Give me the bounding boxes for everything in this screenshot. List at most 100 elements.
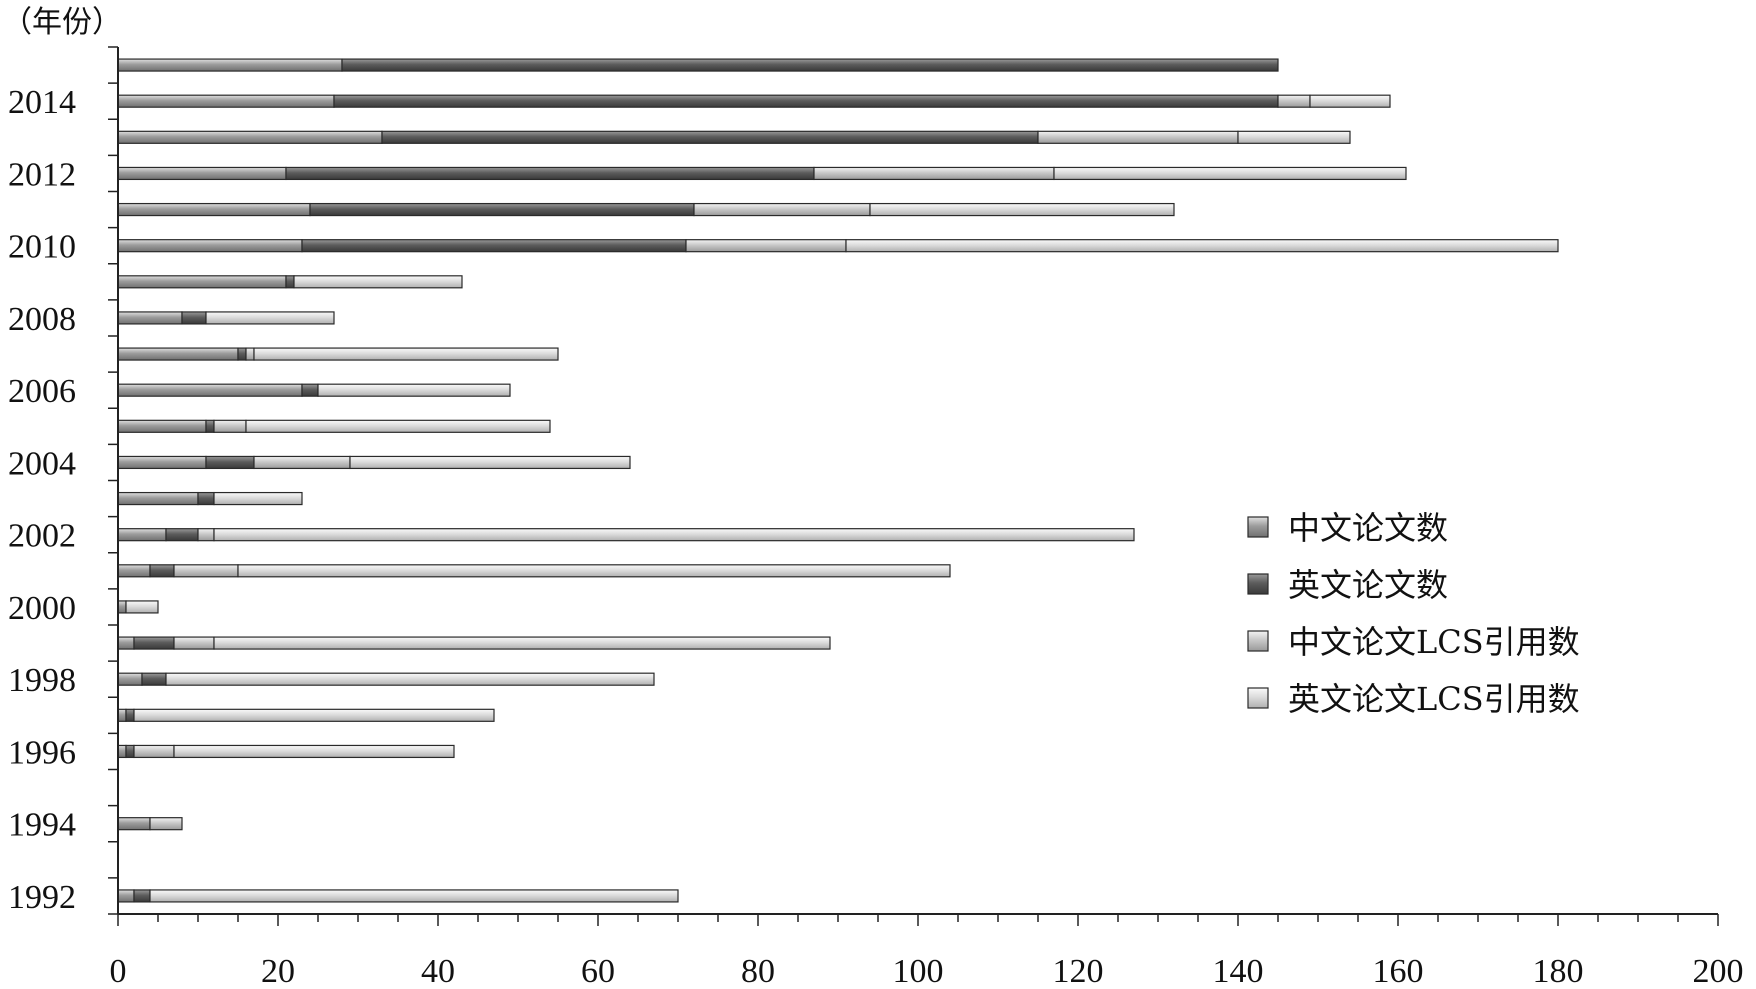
bar-segment-2014-s2 (1277, 94, 1311, 108)
bar-segment-2015-s0 (117, 58, 343, 72)
bar-segment-2006-s1 (301, 383, 319, 397)
bar-segment-2008-s3 (205, 311, 335, 325)
bar-segment-2004-s1 (205, 455, 255, 470)
bar-segment-2010-s3 (845, 239, 1559, 253)
x-tick-label: 0 (110, 953, 127, 989)
x-tick-label: 60 (581, 953, 615, 989)
x-tick-label: 200 (1693, 953, 1744, 989)
bar-segment-1996-s0 (117, 744, 127, 759)
bar-segment-1999-s1 (133, 636, 175, 650)
bar-segment-2010-s1 (301, 239, 687, 253)
bar-segment-2013-s2 (1037, 130, 1239, 144)
bar-segment-2013-s0 (117, 130, 383, 144)
bar-segment-1994-s0 (117, 817, 151, 831)
x-tick-label: 140 (1213, 953, 1264, 989)
bars-group (117, 58, 1559, 903)
bar-segment-2007-s0 (117, 347, 239, 361)
bar-segment-2015-s1 (341, 58, 1279, 72)
bar-segment-2009-s0 (117, 275, 287, 289)
bar-segment-2001-s2 (173, 564, 239, 578)
bar-segment-2014-s3 (1309, 94, 1391, 108)
bar-segment-2001-s1 (149, 564, 175, 578)
bar-segment-1999-s0 (117, 636, 135, 650)
bar-segment-2000-s3 (125, 600, 159, 614)
x-tick-label: 180 (1533, 953, 1584, 989)
bar-segment-2012-s1 (285, 166, 815, 181)
bar-segment-1998-s1 (141, 672, 167, 686)
bar-segment-2003-s0 (117, 491, 199, 506)
y-tick-label: 2012 (8, 156, 76, 193)
bar-segment-2011-s1 (309, 202, 695, 217)
bar-segment-2007-s3 (253, 347, 559, 361)
bar-segment-1997-s0 (117, 708, 127, 722)
bar-segment-1997-s3 (133, 708, 495, 722)
bar-segment-2014-s1 (333, 94, 1279, 108)
legend-label-0: 中文论文数 (1288, 509, 1448, 547)
bar-segment-1996-s1 (125, 744, 135, 759)
bar-segment-2012-s2 (813, 166, 1055, 181)
y-tick-label: 2010 (8, 229, 76, 266)
x-tick-label: 120 (1053, 953, 1104, 989)
axes-group: 0 20 40 60 80 100 120 140 160 180 200 1992 1994 1996 1… (8, 46, 1744, 989)
bar-segment-2014-s0 (117, 94, 335, 108)
bar-segment-2010-s2 (685, 239, 847, 253)
bar-segment-2002-s2 (197, 528, 215, 542)
x-tick-label: 40 (421, 953, 455, 989)
bar-segment-2011-s0 (117, 202, 311, 217)
bar-segment-1996-s3 (173, 744, 455, 759)
bar-segment-1994-s2 (149, 817, 183, 831)
legend-swatch-0 (1247, 516, 1269, 538)
bar-segment-2002-s3 (213, 528, 1135, 542)
legend-swatch-1 (1247, 573, 1269, 595)
bar-segment-2009-s3 (293, 275, 463, 289)
bar-segment-2011-s2 (693, 202, 871, 217)
y-tick-label: 2002 (8, 518, 76, 555)
y-tick-label: 1996 (8, 734, 76, 771)
y-unit-label: （年份） (2, 5, 122, 40)
bar-segment-2005-s0 (117, 419, 207, 433)
y-tick-label: 1992 (8, 879, 76, 916)
x-tick-label: 20 (261, 953, 295, 989)
y-tick-label: 2006 (8, 373, 76, 410)
bar-segment-2013-s3 (1237, 130, 1351, 144)
y-tick-label: 2008 (8, 301, 76, 338)
x-tick-label: 160 (1373, 953, 1424, 989)
bar-segment-2008-s0 (117, 311, 183, 325)
x-tick-label: 100 (893, 953, 944, 989)
bar-segment-2013-s1 (381, 130, 1039, 144)
bar-segment-2011-s3 (869, 202, 1175, 217)
bar-segment-1992-s1 (133, 889, 151, 903)
bar-segment-2005-s3 (245, 419, 551, 433)
bar-segment-2006-s3 (317, 383, 511, 397)
bar-segment-2003-s1 (197, 491, 215, 506)
legend-swatch-3 (1247, 687, 1269, 709)
bar-segment-1992-s0 (117, 889, 135, 903)
bar-segment-1998-s0 (117, 672, 143, 686)
bar-segment-2012-s3 (1053, 166, 1407, 181)
y-tick-label: 2000 (8, 590, 76, 627)
legend-label-2: 中文论文LCS引用数 (1288, 623, 1580, 661)
y-tick-label: 1994 (8, 807, 76, 844)
bar-segment-1999-s3 (213, 636, 831, 650)
bar-segment-2004-s2 (253, 455, 351, 470)
bar-segment-2002-s1 (165, 528, 199, 542)
bar-segment-2007-s2 (245, 347, 255, 361)
bar-segment-1998-s3 (165, 672, 655, 686)
legend-label-3: 英文论文LCS引用数 (1288, 680, 1580, 718)
bar-segment-2007-s1 (237, 347, 247, 361)
bar-segment-2004-s0 (117, 455, 207, 470)
legend-label-1: 英文论文数 (1288, 566, 1448, 604)
bar-segment-2012-s0 (117, 166, 287, 181)
bar-segment-1996-s2 (133, 744, 175, 759)
y-tick-label: 1998 (8, 662, 76, 699)
bar-segment-1999-s2 (173, 636, 215, 650)
bar-segment-1997-s1 (125, 708, 135, 722)
bar-segment-1992-s3 (149, 889, 679, 903)
legend-swatch-2 (1247, 630, 1269, 652)
bar-segment-2008-s1 (181, 311, 207, 325)
bar-segment-2001-s0 (117, 564, 151, 578)
bar-segment-2010-s0 (117, 239, 303, 253)
bar-segment-2006-s0 (117, 383, 303, 397)
